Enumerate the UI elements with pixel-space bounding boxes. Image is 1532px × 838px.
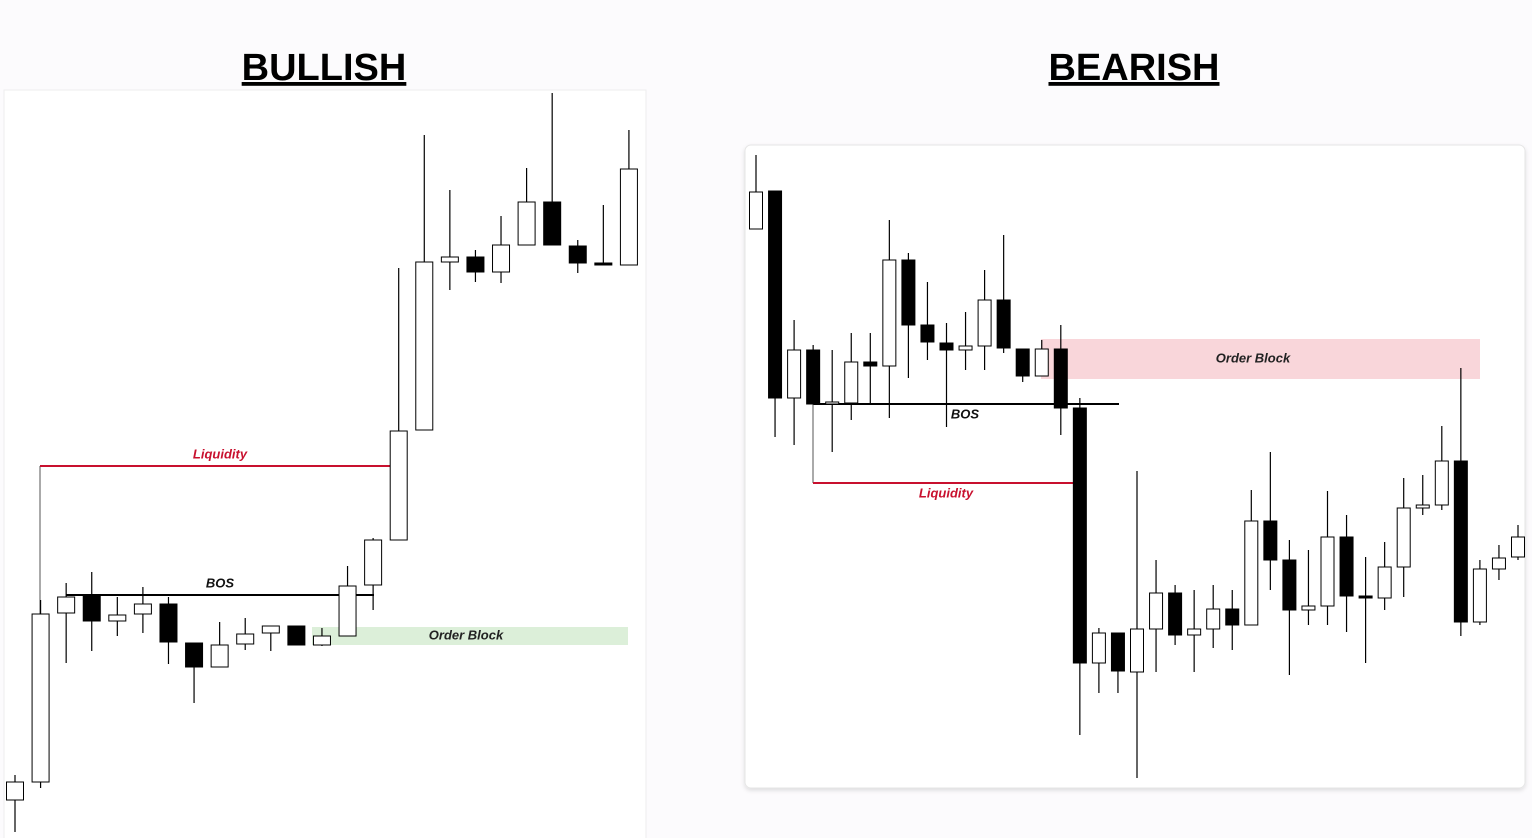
candle-body [958, 345, 973, 351]
candle-body [210, 644, 229, 668]
candle-body [466, 256, 485, 273]
candle-body [31, 613, 50, 783]
candle-body [1149, 592, 1164, 630]
candle-body [1206, 608, 1221, 630]
candle-body [1034, 348, 1049, 377]
annotation-label: BOS [951, 406, 980, 421]
candle-body [806, 349, 821, 405]
bearish-panel [744, 144, 1526, 789]
annotation-label: Order Block [1216, 350, 1291, 365]
candle-body [1511, 536, 1525, 558]
candle-body [1396, 507, 1411, 568]
candle-body [1130, 628, 1144, 673]
candle-body [133, 603, 152, 615]
candle-body [1110, 632, 1125, 672]
candle-body [6, 781, 24, 801]
candle-body [364, 539, 383, 586]
candle-body [568, 245, 587, 264]
candle-body [1244, 520, 1259, 626]
chart-title: BEARISH [1048, 47, 1219, 89]
candle-body [977, 299, 992, 347]
chart-title: BULLISH [242, 47, 407, 89]
candle-body [1472, 568, 1487, 623]
candle-body [287, 625, 306, 646]
candle-body [543, 201, 562, 246]
candle-body [594, 262, 613, 266]
candle-body [312, 635, 331, 646]
candle-body [1453, 460, 1468, 623]
candle-body [619, 168, 638, 266]
candle-body [338, 585, 357, 637]
candle-body [261, 625, 280, 634]
candle-body [768, 190, 783, 399]
candle-body [882, 259, 897, 367]
candle-body [389, 430, 408, 541]
candle-body [1015, 348, 1030, 377]
candle-body [1053, 348, 1068, 409]
candle-body [996, 299, 1011, 349]
annotation-label: BOS [206, 575, 235, 590]
candle-body [82, 594, 101, 622]
candle-body [1263, 520, 1278, 561]
candle-body [108, 614, 127, 622]
candle-body [517, 201, 536, 246]
candle-body [863, 361, 878, 367]
candle-body [1339, 536, 1354, 597]
candle-body [1301, 605, 1316, 611]
order-block-zone [1041, 339, 1480, 379]
annotation-label: Liquidity [919, 485, 974, 500]
annotation-label: Order Block [429, 627, 504, 642]
candle-body [1072, 407, 1087, 664]
candle-body [1282, 559, 1297, 611]
candle-body [825, 401, 840, 405]
candle-body [415, 261, 434, 431]
candle-body [1091, 632, 1106, 664]
bullish-panel [3, 89, 647, 838]
candle-body [1434, 460, 1449, 506]
candle-body [492, 244, 511, 273]
annotation-label: Liquidity [193, 446, 248, 461]
candle-body [1358, 595, 1373, 599]
candle-body [1491, 557, 1506, 570]
candle-body [1168, 592, 1183, 636]
candle-body [844, 361, 859, 404]
candle-body [749, 191, 763, 230]
candle-body [920, 324, 935, 343]
candle-body [159, 603, 178, 643]
candle-body [57, 596, 76, 614]
candle-body [1415, 504, 1430, 509]
candle-body [236, 633, 255, 645]
candle-body [1377, 566, 1392, 599]
candle-body [1225, 608, 1240, 626]
candle-body [939, 342, 954, 351]
candle-body [1187, 628, 1202, 636]
candle-body [901, 259, 916, 326]
candle-body [185, 642, 204, 668]
candle-body [440, 256, 459, 263]
order-block-zone [312, 627, 628, 645]
candle-body [1320, 536, 1335, 607]
candle-body [787, 349, 802, 399]
